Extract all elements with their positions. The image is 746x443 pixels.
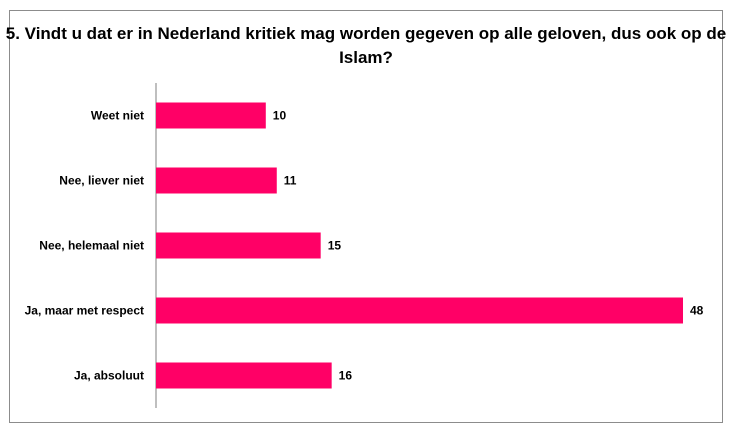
category-label: Ja, absoluut (74, 369, 144, 383)
category-label: Nee, helemaal niet (39, 239, 144, 253)
category-label: Nee, liever niet (59, 174, 144, 188)
bar (156, 232, 321, 259)
data-label: 10 (273, 109, 287, 123)
bar (156, 102, 266, 129)
bar (156, 167, 277, 194)
bar (156, 297, 683, 324)
category-label: Ja, maar met respect (25, 304, 144, 318)
data-label: 11 (284, 174, 297, 188)
chart-title: 5. Vindt u dat er in Nederland kritiek m… (5, 24, 727, 67)
data-label: 48 (690, 304, 704, 318)
data-label: 16 (339, 369, 353, 383)
category-label: Weet niet (91, 109, 144, 123)
data-label: 15 (328, 239, 342, 253)
bar (156, 362, 332, 389)
chart-frame (9, 10, 723, 423)
